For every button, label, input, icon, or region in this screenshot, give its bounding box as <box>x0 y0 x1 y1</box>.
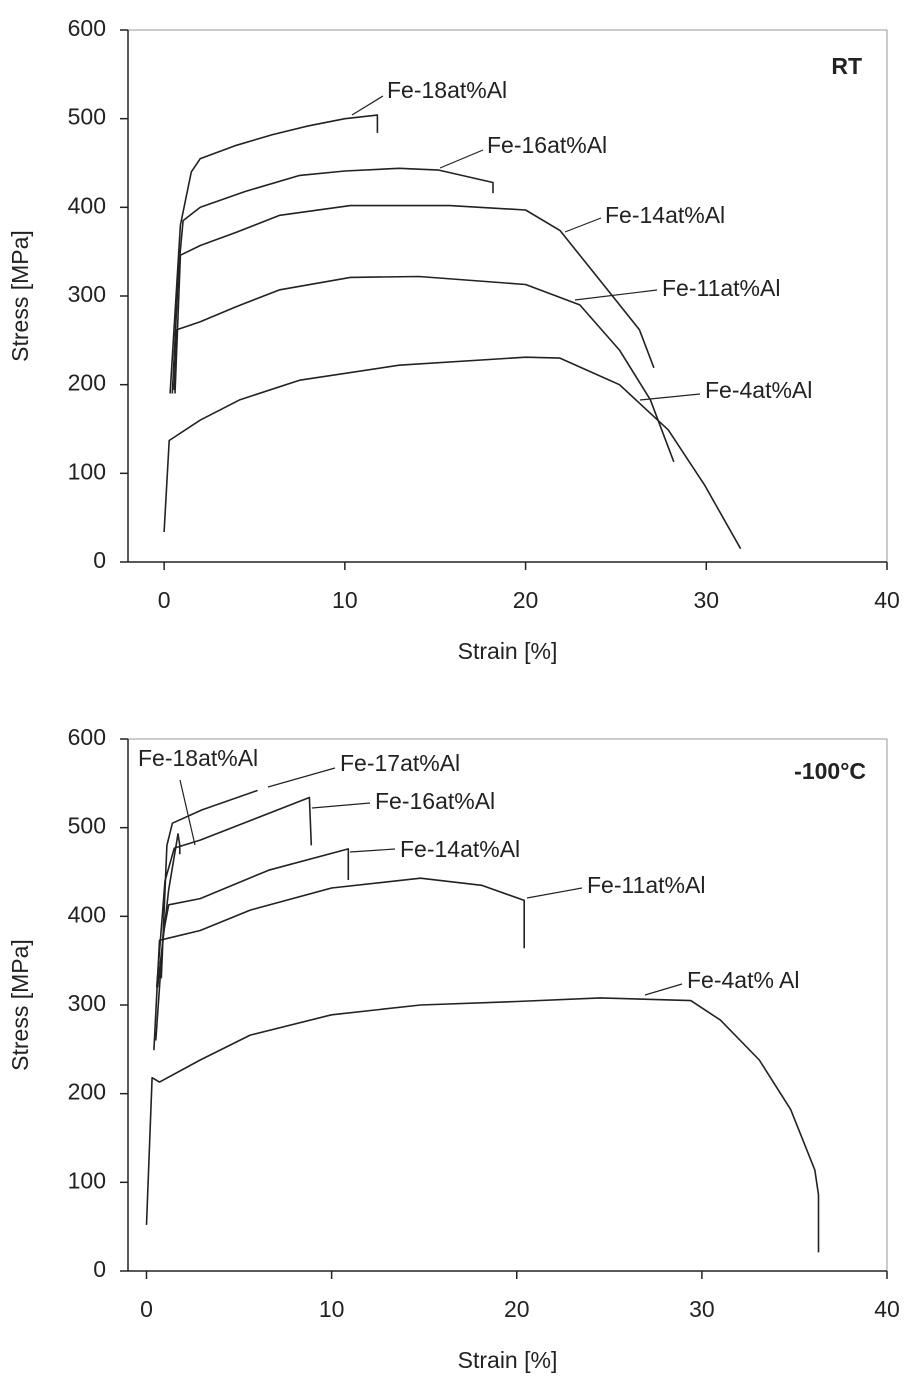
stress-strain-curve <box>155 796 313 988</box>
x-tick-label: 40 <box>874 1296 900 1322</box>
stress-strain-curve <box>163 356 742 550</box>
x-tick-label: 10 <box>319 1296 345 1322</box>
stress-strain-curve <box>173 275 675 463</box>
y-tick-label: 200 <box>68 370 106 396</box>
curve-label: Fe-11at%Al <box>662 275 780 301</box>
stress-strain-curve <box>169 114 379 394</box>
y-tick-label: 300 <box>68 281 106 307</box>
temperature-annotation: -100°C <box>794 758 866 784</box>
curve-label: Fe-4at% Al <box>687 967 800 993</box>
curve-label: Fe-11at%Al <box>587 872 705 898</box>
leader-line <box>644 983 683 996</box>
stress-strain-curve <box>174 204 655 394</box>
y-tick-label: 600 <box>68 724 106 750</box>
y-tick-label: 200 <box>68 1079 106 1105</box>
y-tick-label: 500 <box>68 104 106 130</box>
x-tick-label: 20 <box>504 1296 530 1322</box>
curve-label: Fe-18at%Al <box>387 77 507 103</box>
y-tick-label: 100 <box>68 458 106 484</box>
leader-line <box>439 149 484 169</box>
stress-strain-curve <box>145 997 820 1253</box>
x-tick-label: 0 <box>140 1296 153 1322</box>
curve-label: Fe-4at%Al <box>705 377 812 403</box>
curve-label: Fe-16at%Al <box>487 132 607 158</box>
y-tick-label: 300 <box>68 990 106 1016</box>
plot-frame <box>127 738 888 1272</box>
y-axis-title: Stress [MPa] <box>7 939 33 1071</box>
leader-line <box>311 802 371 809</box>
curve-label: Fe-18at%Al <box>138 745 258 771</box>
leader-line <box>526 887 583 899</box>
stress-strain-curve <box>171 167 494 394</box>
y-tick-label: 500 <box>68 813 106 839</box>
y-tick-label: 400 <box>68 192 106 218</box>
x-tick-label: 30 <box>689 1296 715 1322</box>
leader-line <box>639 393 701 401</box>
y-tick-label: 600 <box>68 15 106 41</box>
x-tick-label: 30 <box>693 587 719 613</box>
y-tick-label: 400 <box>68 901 106 927</box>
curve-label: Fe-14at%Al <box>605 202 725 228</box>
leader-line <box>267 767 336 788</box>
stress-strain-curve <box>155 848 350 1041</box>
x-axis-title: Strain [%] <box>458 1347 558 1373</box>
x-tick-label: 40 <box>874 587 900 613</box>
y-tick-label: 0 <box>93 547 106 573</box>
stress-strain-curve <box>160 789 258 979</box>
temperature-annotation: RT <box>831 53 862 79</box>
curve-label: Fe-14at%Al <box>400 836 520 862</box>
y-axis-title: Stress [MPa] <box>7 230 33 362</box>
x-tick-label: 20 <box>513 587 539 613</box>
curve-label: Fe-17at%Al <box>340 750 460 776</box>
y-tick-label: 100 <box>68 1167 106 1193</box>
x-tick-label: 10 <box>332 587 358 613</box>
leader-line <box>179 779 196 846</box>
x-axis-title: Strain [%] <box>458 638 558 664</box>
curve-label: Fe-16at%Al <box>375 788 495 814</box>
stress-strain-curve <box>153 877 525 1051</box>
leader-line <box>351 95 384 116</box>
y-tick-label: 0 <box>93 1256 106 1282</box>
leader-line <box>564 217 602 233</box>
leader-line <box>349 848 396 853</box>
leader-line <box>574 289 658 301</box>
x-tick-label: 0 <box>158 587 171 613</box>
